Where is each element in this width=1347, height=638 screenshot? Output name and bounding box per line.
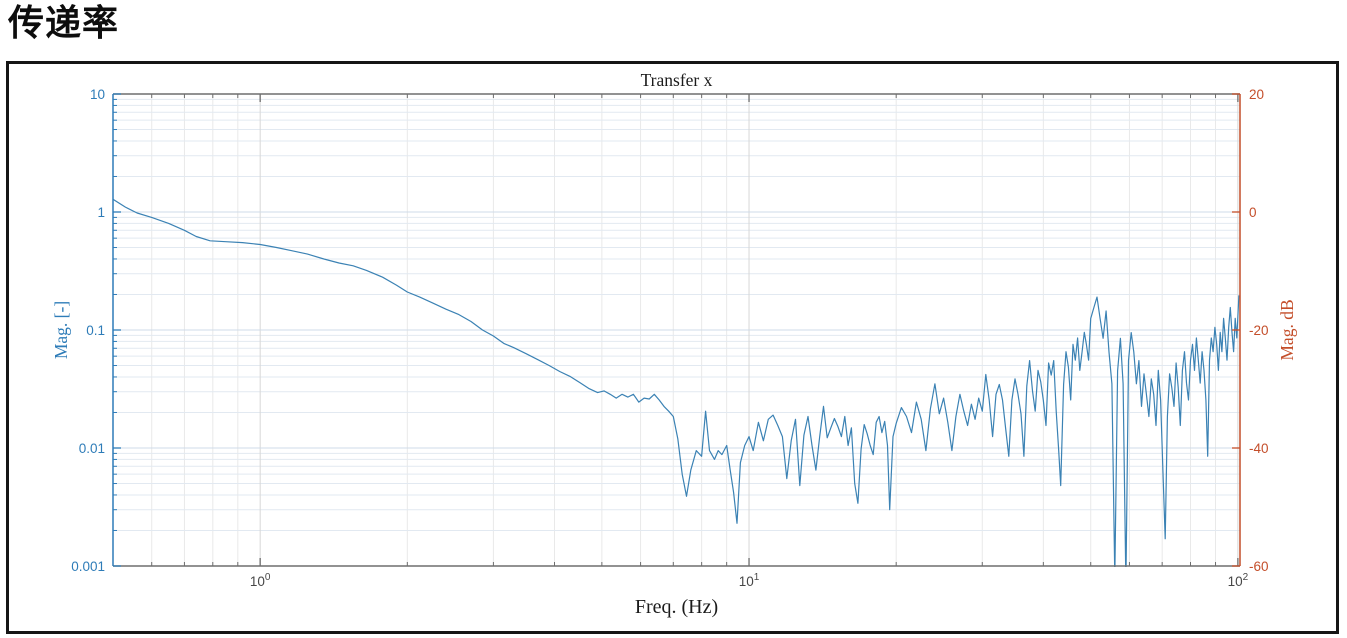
chart-frame: 10 1 0.1 0.01 0.001 20 0 -20 -40 -60 100 101 102 Tran… xyxy=(6,61,1339,634)
y-tick-label-right: 0 xyxy=(1249,205,1257,220)
y-tick-label-left: 1 xyxy=(97,205,105,220)
y-tick-label-left: 0.01 xyxy=(79,441,105,456)
y-axis-label-right: Mag. dB xyxy=(1277,299,1297,360)
y-tick-label-right: -20 xyxy=(1249,323,1269,338)
page-title: 传递率 xyxy=(8,3,120,44)
x-tick-label: 101 xyxy=(739,572,760,589)
y-tick-label-right: -60 xyxy=(1249,559,1269,574)
transfer-curve xyxy=(113,198,1240,567)
y-tick-label-left: 0.1 xyxy=(86,323,105,338)
y-tick-label-right: -40 xyxy=(1249,441,1269,456)
x-tick-label: 102 xyxy=(1228,572,1249,589)
y-tick-label-left: 0.001 xyxy=(71,559,105,574)
x-tick-label: 100 xyxy=(250,572,271,589)
y-tick-label-right: 20 xyxy=(1249,87,1264,102)
x-axis-label: Freq. (Hz) xyxy=(635,596,718,618)
y-axis-label-left: Mag. [-] xyxy=(51,301,71,359)
chart-title: Transfer x xyxy=(641,70,713,90)
y-tick-label-left: 10 xyxy=(90,87,105,102)
